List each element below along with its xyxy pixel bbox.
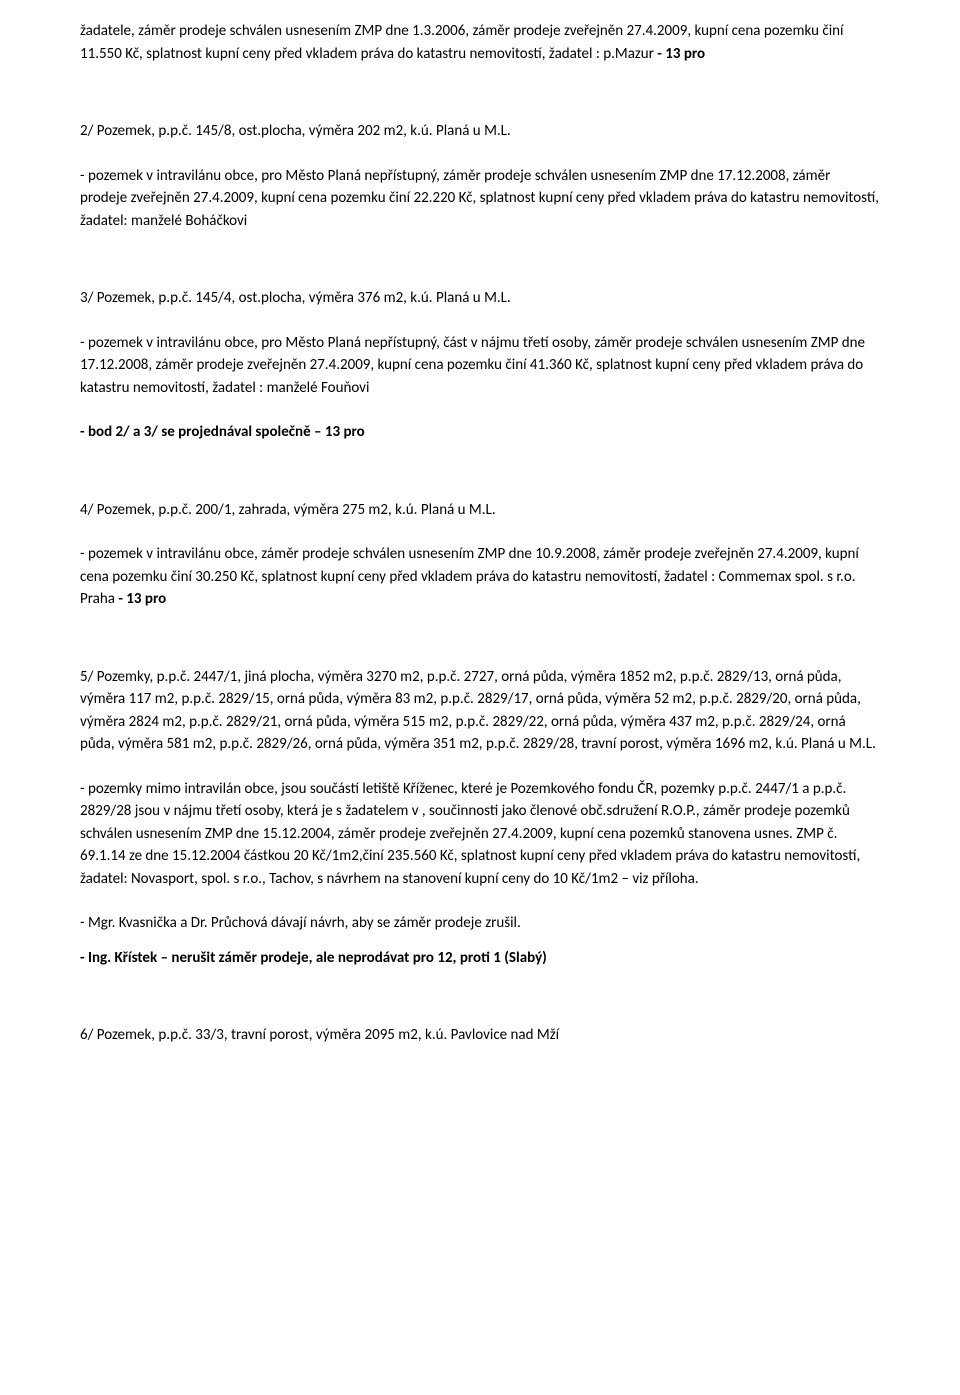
paragraph-text: 4/ Pozemek, p.p.č. 200/1, zahrada, výměr… bbox=[80, 501, 496, 519]
paragraph-3: - pozemek v intravilánu obce, pro Město … bbox=[80, 165, 880, 233]
paragraph-2: 2/ Pozemek, p.p.č. 145/8, ost.plocha, vý… bbox=[80, 120, 880, 143]
paragraph-text: - pozemky mimo intravilán obce, jsou sou… bbox=[80, 780, 860, 888]
paragraph-12: - Ing. Křístek – nerušit záměr prodeje, … bbox=[80, 947, 880, 970]
paragraph-11: - Mgr. Kvasnička a Dr. Průchová dávají n… bbox=[80, 912, 880, 935]
paragraph-13: 6/ Pozemek, p.p.č. 33/3, travní porost, … bbox=[80, 1024, 880, 1047]
document-body: žadatele, záměr prodeje schválen usnesen… bbox=[80, 20, 880, 1047]
paragraph-text: - pozemek v intravilánu obce, pro Město … bbox=[80, 167, 879, 230]
paragraph-text: 3/ Pozemek, p.p.č. 145/4, ost.plocha, vý… bbox=[80, 289, 511, 307]
bold-text: - 13 pro bbox=[118, 590, 166, 608]
paragraph-text: - Ing. Křístek – nerušit záměr prodeje, … bbox=[80, 949, 547, 967]
paragraph-text: - bod 2/ a 3/ se projednával společně – … bbox=[80, 423, 365, 441]
paragraph-text: - Mgr. Kvasnička a Dr. Průchová dávají n… bbox=[80, 914, 521, 932]
paragraph-7: 4/ Pozemek, p.p.č. 200/1, zahrada, výměr… bbox=[80, 499, 880, 522]
paragraph-text: - pozemek v intravilánu obce, pro Město … bbox=[80, 334, 865, 397]
paragraph-text: žadatele, záměr prodeje schválen usnesen… bbox=[80, 22, 843, 63]
paragraph-8: - pozemek v intravilánu obce, záměr prod… bbox=[80, 543, 880, 611]
paragraph-10: - pozemky mimo intravilán obce, jsou sou… bbox=[80, 778, 880, 891]
paragraph-text: 6/ Pozemek, p.p.č. 33/3, travní porost, … bbox=[80, 1026, 559, 1044]
paragraph-4: 3/ Pozemek, p.p.č. 145/4, ost.plocha, vý… bbox=[80, 287, 880, 310]
paragraph-5: - pozemek v intravilánu obce, pro Město … bbox=[80, 332, 880, 400]
paragraph-6: - bod 2/ a 3/ se projednával společně – … bbox=[80, 421, 880, 444]
paragraph-text: 5/ Pozemky, p.p.č. 2447/1, jiná plocha, … bbox=[80, 668, 876, 754]
paragraph-1: žadatele, záměr prodeje schválen usnesen… bbox=[80, 20, 880, 65]
paragraph-text: 2/ Pozemek, p.p.č. 145/8, ost.plocha, vý… bbox=[80, 122, 511, 140]
paragraph-9: 5/ Pozemky, p.p.č. 2447/1, jiná plocha, … bbox=[80, 666, 880, 756]
bold-text: - 13 pro bbox=[657, 45, 705, 63]
paragraph-text: - pozemek v intravilánu obce, záměr prod… bbox=[80, 545, 859, 608]
